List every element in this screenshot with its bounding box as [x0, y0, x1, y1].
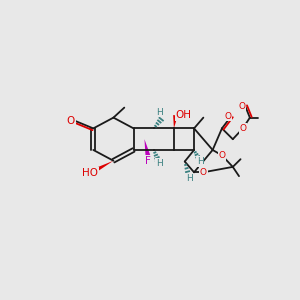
Polygon shape — [145, 139, 151, 158]
Text: F: F — [145, 156, 151, 166]
Text: H: H — [156, 158, 163, 167]
Polygon shape — [89, 161, 113, 176]
Text: O: O — [238, 102, 245, 111]
Polygon shape — [173, 115, 178, 128]
Text: O: O — [200, 168, 207, 177]
Text: OH: OH — [176, 110, 191, 120]
Text: HO: HO — [82, 168, 98, 178]
Text: H: H — [197, 157, 204, 166]
Text: H: H — [157, 108, 163, 117]
Text: O: O — [67, 116, 75, 126]
Text: O: O — [239, 124, 246, 133]
Text: O: O — [224, 112, 231, 121]
Text: H: H — [186, 174, 193, 183]
Text: O: O — [218, 151, 226, 160]
